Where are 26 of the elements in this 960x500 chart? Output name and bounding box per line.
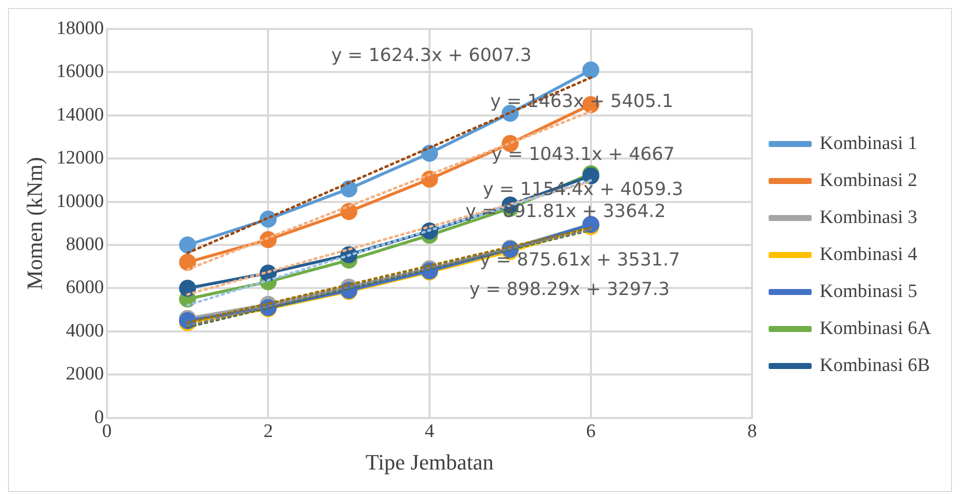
legend-label: Kombinasi 1	[820, 132, 918, 154]
legend-label: Kombinasi 4	[820, 244, 918, 265]
y-tick-label: 0	[94, 406, 104, 428]
y-tick-label: 6000	[66, 277, 104, 298]
y-tick-label: 2000	[66, 364, 104, 385]
x-tick-label: 4	[424, 421, 435, 442]
legend-label: Kombinasi 5	[820, 280, 918, 302]
y-tick-label: 4000	[66, 320, 104, 342]
legend-label: Kombinasi 6A	[820, 318, 932, 339]
y-tick-label: 18000	[56, 18, 104, 39]
annotation: y = 1624.3x + 6007.3	[331, 44, 532, 66]
y-tick-label: 12000	[56, 148, 104, 169]
y-tick-label: 14000	[56, 104, 104, 126]
legend-label: Kombinasi 6B	[820, 354, 930, 376]
y-tick-label: 8000	[66, 234, 104, 255]
annotation: y = 1043.1x + 4667	[492, 144, 675, 166]
x-tick-label: 2	[263, 421, 273, 442]
annotation: y = 898.29x + 3297.3	[469, 278, 670, 300]
legend-label: Kombinasi 2	[820, 170, 918, 191]
y-tick-label: 16000	[56, 61, 104, 82]
x-tick-label: 6	[586, 421, 596, 442]
y-tick-label: 10000	[56, 190, 104, 212]
x-tick-label: 8	[747, 421, 757, 442]
x-axis-title: Tipe Jembatan	[365, 450, 494, 475]
legend-label: Kombinasi 3	[820, 206, 918, 228]
y-axis-title: Momen (kNm)	[22, 157, 47, 290]
